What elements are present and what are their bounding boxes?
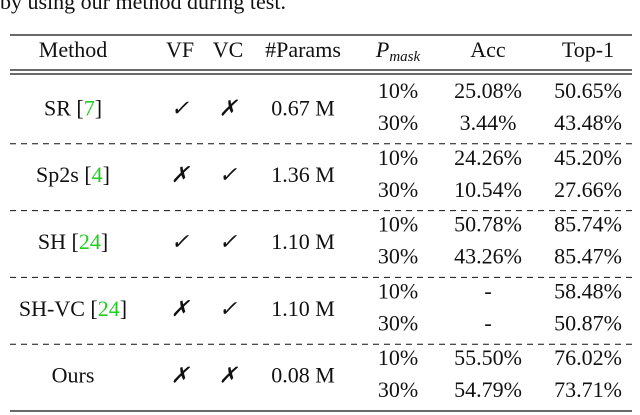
top1-cell: 50.87% [554,310,622,335]
vf-cell: ✗ [171,296,191,321]
pmask-cell: 10% [378,78,418,103]
caption-fragment: by using our method during test. [0,0,286,14]
vf-cell: ✗ [171,363,191,388]
method-cell: SH [24] [38,229,108,254]
vf-cell: ✗ [171,162,191,187]
top1-cell: 76.02% [554,345,622,370]
top1-cell: 27.66% [554,177,622,202]
pmask-cell: 10% [378,345,418,370]
pmask-cell: 10% [378,212,418,237]
pmask-cell: 30% [378,177,418,202]
method-text: ] [95,95,102,120]
params-cell: 1.10 M [271,296,335,321]
acc-cell: 55.50% [454,345,522,370]
pmask-cell: 30% [378,244,418,269]
pmask-cell: 30% [378,310,418,335]
params-cell: 1.36 M [271,162,335,187]
method-text: ] [120,296,127,321]
citation: 24 [79,229,101,254]
pmask-cell: 30% [378,110,418,135]
method-text: ] [101,229,108,254]
method-text: SR [ [44,95,84,120]
vc-cell: ✗ [219,95,239,120]
top1-cell: 73.71% [554,377,622,402]
method-cell: Sp2s [4] [36,162,110,187]
header-cell: Top-1 [562,37,614,62]
acc-cell: 25.08% [454,78,522,103]
citation: 24 [98,296,120,321]
method-text: ] [103,162,110,187]
method-text: SH-VC [ [19,296,98,321]
header-cell: Acc [470,37,506,62]
acc-cell: 24.26% [454,145,522,170]
method-cell: Ours [52,363,95,388]
acc-cell: - [484,278,491,303]
top1-cell: 50.65% [554,78,622,103]
acc-cell: 43.26% [454,244,522,269]
header-cell: VC [213,37,244,62]
header-subscript: mask [389,49,420,65]
method-cell: SH-VC [24] [19,296,127,321]
acc-cell: 10.54% [454,177,522,202]
vf-cell: ✓ [171,95,190,120]
params-cell: 1.10 M [271,229,335,254]
acc-cell: 50.78% [454,212,522,237]
citation: 4 [92,162,103,187]
vc-cell: ✓ [219,162,238,187]
method-cell: SR [7] [44,95,102,120]
header-cell: Method [39,37,107,62]
acc-cell: - [484,310,491,335]
method-text: Sp2s [ [36,162,92,187]
header-cell: VF [166,37,194,62]
vc-cell: ✗ [219,363,239,388]
pmask-cell: 10% [378,278,418,303]
method-text: SH [ [38,229,79,254]
acc-cell: 54.79% [454,377,522,402]
pmask-cell: 30% [378,377,418,402]
citation: 7 [84,95,95,120]
top1-cell: 85.47% [554,244,622,269]
vc-cell: ✓ [219,296,238,321]
params-cell: 0.08 M [271,363,335,388]
top1-cell: 45.20% [554,145,622,170]
header-cell: Pmask [375,37,421,65]
vc-cell: ✓ [219,229,238,254]
header-cell: #Params [265,37,341,62]
top1-cell: 58.48% [554,278,622,303]
top1-cell: 43.48% [554,110,622,135]
params-cell: 0.67 M [271,95,335,120]
pmask-cell: 10% [378,145,418,170]
header-symbol: P [375,37,389,62]
method-text: Ours [52,363,95,388]
top1-cell: 85.74% [554,212,622,237]
acc-cell: 3.44% [460,110,517,135]
vf-cell: ✓ [171,229,190,254]
